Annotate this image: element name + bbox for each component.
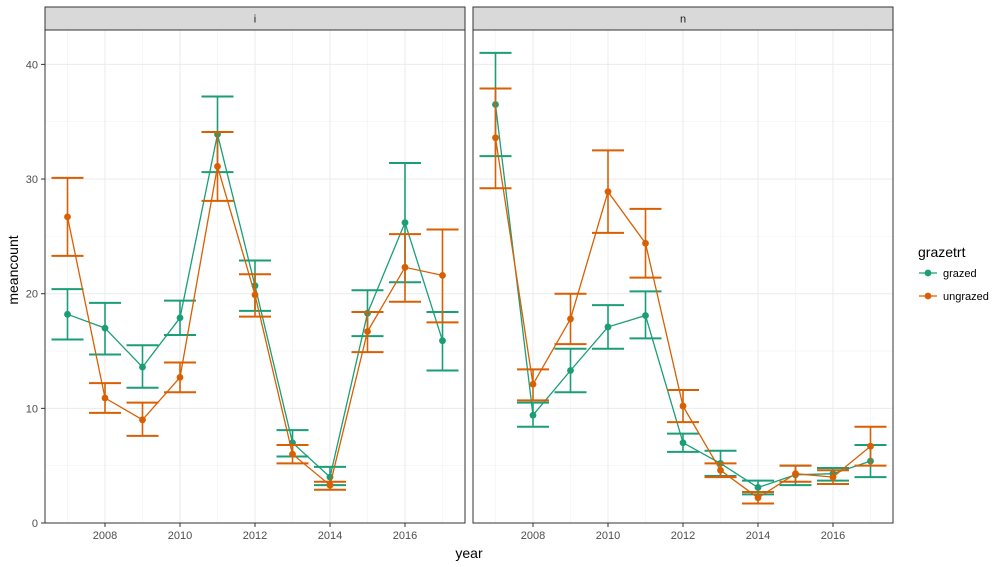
x-tick-label: 2016 <box>821 530 845 542</box>
x-tick-label: 2016 <box>393 530 417 542</box>
data-point <box>867 442 874 450</box>
data-point <box>604 188 612 196</box>
data-point <box>679 402 687 410</box>
legend-item-grazed: grazed <box>919 268 977 280</box>
y-axis-title: meancount <box>5 235 21 304</box>
data-point <box>754 484 762 491</box>
y-tick-label: 10 <box>26 403 38 415</box>
legend-key-point <box>924 269 932 277</box>
data-point <box>792 470 799 478</box>
data-point <box>401 263 409 271</box>
legend-title: grazetrt <box>918 244 966 260</box>
legend-key-point <box>924 292 932 300</box>
data-point <box>214 163 221 170</box>
data-point <box>401 219 409 227</box>
data-point <box>64 310 71 318</box>
data-point <box>439 337 446 345</box>
data-point <box>364 328 371 335</box>
facet-strip-label: n <box>680 14 686 26</box>
y-tick-label: 0 <box>32 518 38 530</box>
data-point <box>326 481 334 489</box>
data-point <box>139 416 146 424</box>
x-tick-label: 2010 <box>596 530 620 542</box>
facet-strip-label: i <box>254 14 256 26</box>
data-point <box>829 473 837 481</box>
x-tick-label: 2008 <box>521 530 545 542</box>
x-axis-title: year <box>455 545 483 561</box>
y-tick-label: 20 <box>26 289 38 301</box>
data-point <box>492 134 499 142</box>
series-ungrazed <box>479 87 887 505</box>
data-point <box>642 312 649 319</box>
data-point <box>642 239 649 247</box>
legend-item-ungrazed: ungrazed <box>919 291 989 303</box>
data-point <box>754 494 762 502</box>
data-point <box>679 439 687 447</box>
y-tick-label: 30 <box>26 174 38 186</box>
legend: grazetrt grazed ungrazed <box>918 244 989 303</box>
data-point <box>604 323 612 331</box>
data-point <box>101 394 109 402</box>
data-point <box>717 466 724 474</box>
data-point <box>439 271 446 279</box>
facet-panel-n: n 2008 2010 2012 2014 2016 <box>472 6 894 542</box>
x-tick-label: 2010 <box>168 530 192 542</box>
data-point <box>139 363 146 371</box>
x-tick-label: 2008 <box>93 530 117 542</box>
data-point <box>64 213 71 221</box>
data-point <box>176 373 184 381</box>
x-tick-label: 2012 <box>243 530 267 542</box>
x-tick-label: 2012 <box>671 530 695 542</box>
data-point <box>101 324 109 332</box>
data-point <box>176 314 184 322</box>
data-point <box>289 450 296 458</box>
series-ungrazed <box>51 131 459 491</box>
facet-panel-i: i 2008 2010 2012 2014 2016 0 10 20 30 40 <box>26 6 466 542</box>
data-point <box>529 411 537 419</box>
data-point <box>567 315 574 323</box>
facets: i 2008 2010 2012 2014 2016 0 10 20 30 40 n 2008 2010 2… <box>26 6 894 542</box>
x-tick-label: 2014 <box>318 530 342 542</box>
data-point <box>251 291 259 299</box>
legend-label: grazed <box>943 268 977 280</box>
legend-label: ungrazed <box>943 291 989 303</box>
data-point <box>529 380 537 388</box>
y-tick-label: 40 <box>26 59 38 71</box>
data-point <box>567 367 574 374</box>
x-tick-label: 2014 <box>746 530 770 542</box>
